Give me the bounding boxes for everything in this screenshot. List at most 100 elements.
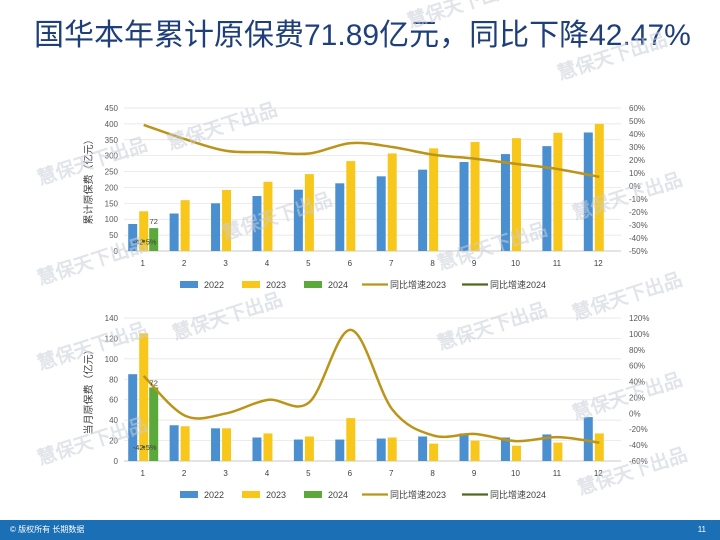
bar-2024	[149, 228, 159, 251]
bar-2023	[222, 189, 232, 251]
y2-tick-label: 0%	[629, 182, 641, 191]
y-tick-label: 400	[105, 120, 119, 129]
x-tick-label: 2	[182, 469, 187, 478]
bar-2023	[346, 161, 356, 251]
bar-2022	[376, 176, 386, 251]
y2-tick-label: 120%	[629, 314, 649, 323]
x-tick-label: 7	[389, 469, 394, 478]
legend-swatch-2024	[304, 491, 322, 498]
bar-2022	[459, 433, 469, 461]
x-tick-label: 5	[306, 259, 311, 268]
bar-2023	[304, 436, 314, 461]
line-同比增速2023	[142, 328, 600, 444]
data-label-growth-2024: -42.5%	[133, 237, 157, 246]
x-tick-label: 10	[511, 469, 520, 478]
bar-2023	[180, 200, 190, 251]
y2-tick-label: -60%	[629, 457, 648, 466]
y2-tick-label: 60%	[629, 104, 645, 113]
x-tick-label: 3	[223, 259, 228, 268]
bar-2022	[293, 189, 303, 251]
y-tick-label: 60	[109, 396, 118, 405]
bar-2023	[139, 333, 149, 461]
bar-2023	[594, 123, 604, 251]
x-tick-label: 1	[140, 259, 145, 268]
bar-2023	[553, 442, 563, 461]
legend-swatch-2022	[180, 281, 198, 288]
legend-label: 2024	[328, 280, 348, 290]
bar-2022	[542, 146, 552, 251]
legend-label: 同比增速2024	[490, 489, 546, 500]
y-tick-label: 0	[114, 247, 119, 256]
legend-label: 2023	[266, 280, 286, 290]
bar-2022	[583, 132, 593, 251]
legend-label: 2024	[328, 490, 348, 500]
bar-2023	[511, 445, 521, 461]
line-同比增速2023	[143, 123, 600, 179]
x-tick-label: 12	[594, 259, 603, 268]
bar-2022	[252, 437, 262, 461]
bar-2023	[263, 181, 273, 251]
x-tick-label: 9	[472, 469, 477, 478]
bar-2023	[429, 148, 439, 251]
footer-bar: © 版权所有 长期数据 11	[0, 520, 720, 540]
legend-swatch-2023	[242, 281, 260, 288]
y2-tick-label: 50%	[629, 117, 645, 126]
legend-label: 同比增速2023	[390, 489, 446, 500]
bar-2022	[169, 213, 179, 251]
x-tick-label: 2	[182, 259, 187, 268]
x-tick-label: 9	[472, 259, 477, 268]
bar-2022	[335, 439, 345, 461]
bar-2022	[418, 436, 428, 461]
x-tick-label: 5	[306, 469, 311, 478]
x-tick-label: 10	[511, 259, 520, 268]
y-tick-label: 120	[105, 334, 119, 343]
x-tick-label: 3	[223, 469, 228, 478]
bar-2023	[387, 437, 397, 461]
y-tick-label: 150	[105, 199, 119, 208]
y2-tick-label: 60%	[629, 362, 645, 371]
y-tick-label: 250	[105, 168, 119, 177]
bar-2023	[470, 440, 480, 461]
y2-tick-label: 100%	[629, 330, 649, 339]
y2-tick-label: -20%	[629, 208, 648, 217]
x-tick-label: 8	[430, 259, 435, 268]
x-tick-label: 11	[553, 259, 562, 268]
bar-2023	[511, 138, 521, 251]
y2-tick-label: -50%	[629, 247, 648, 256]
y-tick-label: 100	[105, 215, 119, 224]
bar-2024	[149, 387, 159, 461]
point-同比增速2024	[142, 239, 146, 243]
y2-tick-label: 80%	[629, 346, 645, 355]
bar-2023	[553, 132, 563, 251]
y2-tick-label: 30%	[629, 143, 645, 152]
y2-tick-label: 0%	[629, 409, 641, 418]
legend-swatch-2023	[242, 491, 260, 498]
x-tick-label: 4	[265, 259, 270, 268]
y-tick-label: 20	[109, 437, 118, 446]
y-tick-label: 450	[105, 104, 119, 113]
y-tick-label: 100	[105, 355, 119, 364]
bar-2023	[470, 142, 480, 251]
bar-2022	[211, 203, 221, 251]
legend-label: 2023	[266, 490, 286, 500]
bar-2023	[222, 428, 232, 461]
bar-2023	[429, 443, 439, 461]
bar-2023	[263, 433, 273, 461]
legend-swatch-2022	[180, 491, 198, 498]
y-axis-title: 累计原保费（亿元）	[82, 135, 95, 225]
bar-2022	[583, 417, 593, 461]
x-tick-label: 8	[430, 469, 435, 478]
bar-2023	[346, 418, 356, 461]
data-label-2024: 72	[150, 378, 158, 387]
bar-2022	[418, 169, 428, 251]
bar-2022	[376, 438, 386, 461]
y2-tick-label: -40%	[629, 234, 648, 243]
bar-2023	[180, 426, 190, 461]
y2-tick-label: 20%	[629, 156, 645, 165]
x-tick-label: 4	[265, 469, 270, 478]
y-tick-label: 300	[105, 152, 119, 161]
y2-tick-label: 10%	[629, 169, 645, 178]
slide-title: 国华本年累计原保费71.89亿元，同比下降42.47%	[34, 19, 691, 52]
bar-2022	[169, 425, 179, 461]
